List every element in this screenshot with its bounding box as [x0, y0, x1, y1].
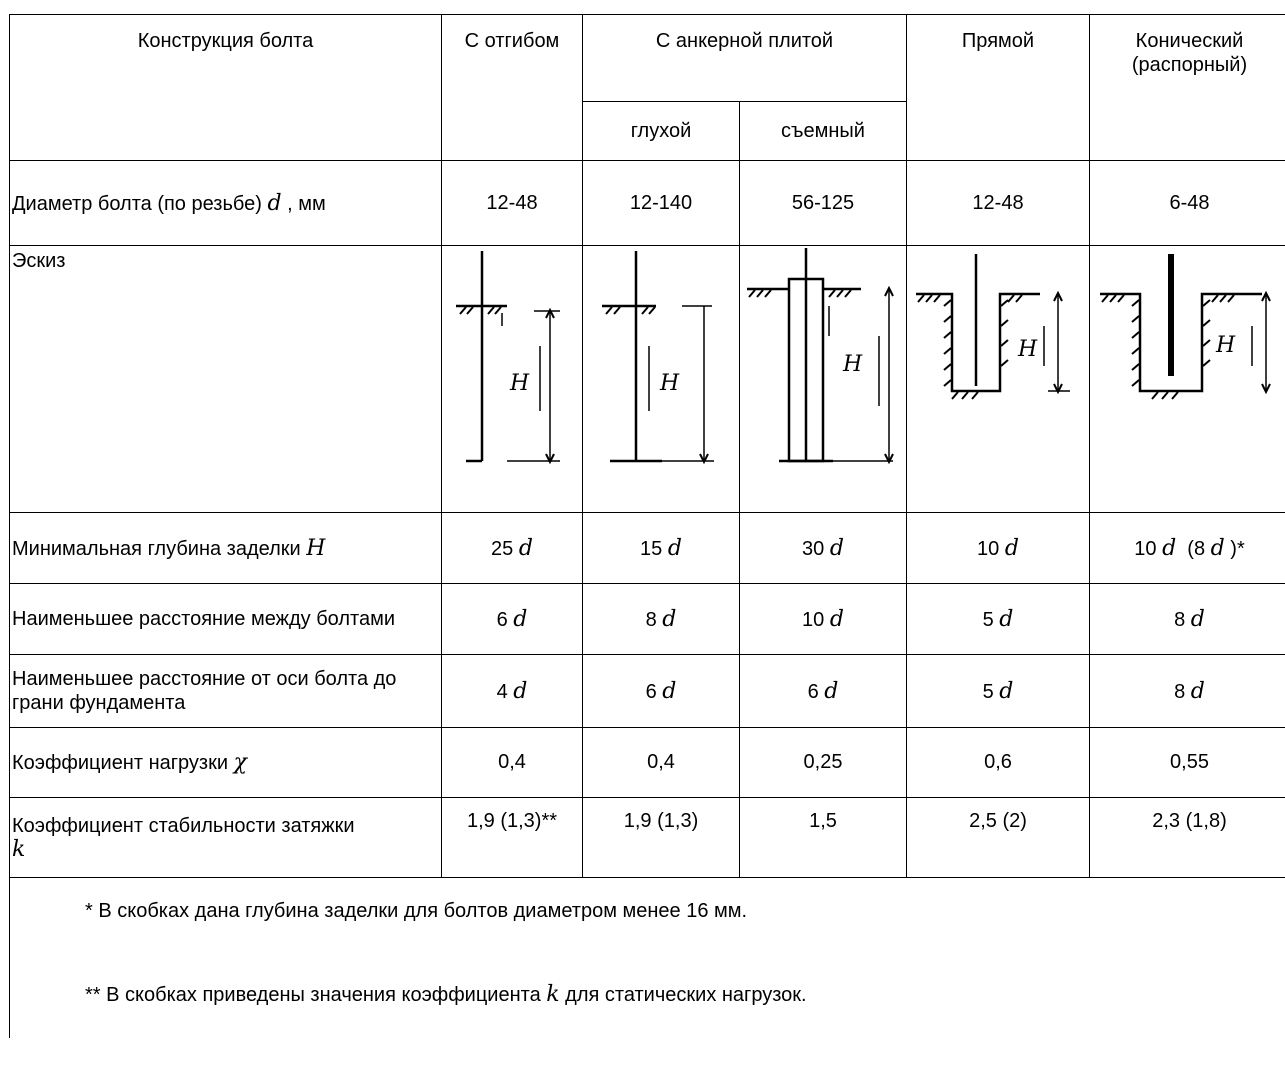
stability-value: 2,5 (2): [906, 797, 1090, 878]
sketch-h-letter: H: [1215, 333, 1236, 358]
diameter-value: 12-48: [441, 160, 583, 246]
min-edge-value: 8 d: [1089, 654, 1285, 728]
anchor-blind-bolt-sketch-icon: H: [602, 251, 714, 465]
stability-label: Коэффициент стабильности затяжки k: [9, 797, 442, 878]
header-blind: глухой: [582, 101, 740, 161]
load-coef-value: 0,25: [739, 727, 907, 798]
diameter-label: Диаметр болта (по резьбе) d , мм: [9, 160, 442, 246]
load-coef-value: 0,4: [441, 727, 583, 798]
min-edge-value: 6 d: [739, 654, 907, 728]
min-between-value: 10 d: [739, 583, 907, 655]
sketch-h-letter: H: [1017, 337, 1038, 362]
row-load-coef: Коэффициент нагрузки χ 0,4 0,4 0,25 0,6 …: [9, 727, 1285, 798]
min-edge-label: Наименьшее расстояние от оси болта до гр…: [9, 654, 442, 728]
conical-bolt-sketch-icon: H: [1100, 254, 1271, 400]
diameter-value: 6-48: [1089, 160, 1285, 246]
stability-value: 1,9 (1,3): [582, 797, 740, 878]
min-edge-value: 6 d: [582, 654, 740, 728]
sketch-h-letter: H: [659, 371, 680, 396]
sketch-bent: H: [441, 245, 583, 513]
load-coef-label: Коэффициент нагрузки χ: [9, 727, 442, 798]
min-edge-value: 4 d: [441, 654, 583, 728]
sketch-anchor-blind: H: [582, 245, 740, 513]
min-edge-value: 5 d: [906, 654, 1090, 728]
min-depth-value: 25 d: [441, 512, 583, 584]
diameter-label-text: Диаметр болта (по резьбе): [12, 192, 262, 215]
straight-bolt-sketch-icon: H: [916, 254, 1070, 400]
header-removable: съемный: [739, 101, 907, 161]
min-depth-label-var: H: [306, 535, 326, 561]
sketch-label: Эскиз: [9, 245, 442, 513]
note-depth: * В скобках дана глубина заделки для бол…: [85, 900, 748, 922]
header-conical-line1: Конический: [1135, 30, 1244, 52]
load-coef-label-var: χ: [233, 750, 247, 775]
row-diameter: Диаметр болта (по резьбе) d , мм 12-48 1…: [9, 160, 1285, 246]
header-conical: Конический (распорный): [1089, 14, 1285, 161]
row-notes: * В скобках дана глубина заделки для бол…: [9, 877, 1285, 1038]
stability-value: 1,5: [739, 797, 907, 878]
min-depth-label-text: Минимальная глубина заделки: [12, 537, 301, 560]
sketch-anchor-removable: H: [739, 245, 907, 513]
min-between-value: 5 d: [906, 583, 1090, 655]
row-min-between: Наименьшее расстояние между болтами 6 d …: [9, 583, 1285, 655]
min-depth-value: 30 d: [739, 512, 907, 584]
diameter-label-unit: , мм: [287, 192, 326, 215]
load-coef-value: 0,4: [582, 727, 740, 798]
min-depth-value: 10 d: [906, 512, 1090, 584]
diameter-value: 12-140: [582, 160, 740, 246]
header-straight: Прямой: [906, 14, 1090, 161]
row-sketch: Эскиз H: [9, 245, 1285, 513]
min-between-value: 8 d: [1089, 583, 1285, 655]
header-construction: Конструкция болта: [9, 14, 442, 161]
sketch-straight: H: [906, 245, 1090, 513]
diameter-value: 56-125: [739, 160, 907, 246]
row-min-edge: Наименьшее расстояние от оси болта до гр…: [9, 654, 1285, 728]
header-conical-line2: (распорный): [1131, 54, 1248, 76]
bent-bolt-sketch-icon: H: [456, 251, 560, 465]
diameter-value: 12-48: [906, 160, 1090, 246]
sketch-conical: H: [1089, 245, 1285, 513]
stability-value: 1,9 (1,3)**: [441, 797, 583, 878]
load-coef-value: 0,55: [1089, 727, 1285, 798]
header-anchor-plate: С анкерной плитой: [582, 14, 907, 102]
sketch-h-letter: H: [842, 352, 863, 377]
row-min-depth: Минимальная глубина заделки H 25 d 15 d …: [9, 512, 1285, 584]
stability-value: 2,3 (1,8): [1089, 797, 1285, 878]
load-coef-label-text: Коэффициент нагрузки: [12, 752, 229, 774]
diameter-label-var: d: [267, 190, 282, 216]
stability-label-var: k: [12, 836, 26, 862]
min-between-value: 6 d: [441, 583, 583, 655]
min-depth-label: Минимальная глубина заделки H: [9, 512, 442, 584]
bolt-table: Конструкция болта С отгибом С анкерной п…: [9, 14, 1285, 1038]
note-coef: ** В скобках приведены значения коэффици…: [85, 982, 807, 1007]
min-between-label: Наименьшее расстояние между болтами: [9, 583, 442, 655]
row-stability: Коэффициент стабильности затяжки k 1,9 (…: [9, 797, 1285, 878]
min-depth-value: 10 d (8 d )*: [1089, 512, 1285, 584]
stability-label-text: Коэффициент стабильности затяжки: [12, 814, 355, 837]
anchor-removable-bolt-sketch-icon: H: [746, 248, 894, 465]
notes-cell: * В скобках дана глубина заделки для бол…: [9, 877, 1285, 1038]
sketch-h-letter: H: [509, 371, 530, 396]
min-depth-value: 15 d: [582, 512, 740, 584]
load-coef-value: 0,6: [906, 727, 1090, 798]
min-between-value: 8 d: [582, 583, 740, 655]
header-bent: С отгибом: [441, 14, 583, 161]
